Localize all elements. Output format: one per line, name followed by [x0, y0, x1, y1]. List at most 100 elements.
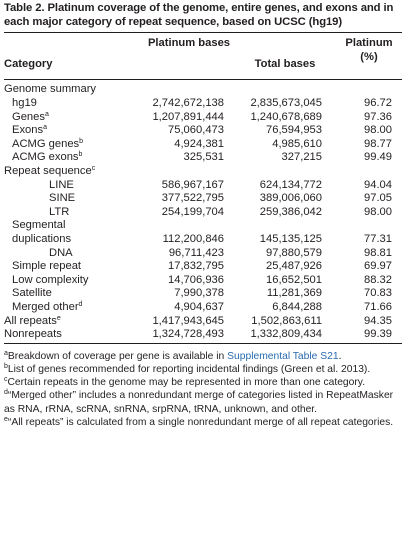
table-title: Platinum coverage of the genome, entire …: [4, 2, 394, 29]
table-body: Genome summary hg19 2,742,672,138 2,835,673…: [4, 83, 402, 341]
row-platinum-bases: 325,531: [183, 151, 224, 164]
row-platinum-pct: 98.77: [364, 137, 392, 150]
header-total-bases: Total bases: [254, 58, 316, 71]
footnote-text: Breakdown of coverage per gene is availa…: [7, 350, 228, 362]
row-platinum-pct: 98.00: [364, 205, 392, 218]
row-category-text: hg19: [12, 97, 37, 109]
supplemental-table-link[interactable]: Supplemental Table S21: [227, 350, 339, 362]
row-category-text: All repeats: [4, 314, 57, 327]
row-category-text: LTR: [49, 205, 70, 218]
row-total-bases: 1,332,809,434: [250, 328, 322, 341]
row-category: ACMG genesb: [12, 138, 83, 152]
table-caption: Table 2. Platinum coverage of the genome…: [4, 1, 402, 29]
row-platinum-pct: 97.36: [364, 110, 392, 123]
row-category-text: Exons: [12, 124, 44, 137]
row-platinum-pct: 71.66: [364, 300, 392, 313]
table-row: ACMG exonsb 325,531 327,215 99.49: [4, 151, 402, 165]
table-row: LTR 254,199,704 259,386,042 98.00: [4, 206, 402, 220]
row-platinum-pct: 99.49: [364, 151, 392, 164]
row-platinum-pct: 98.81: [364, 246, 392, 259]
table-row: Repeat sequencec: [4, 165, 402, 179]
row-total-bases: 4,985,610: [272, 137, 322, 150]
footnote-marker: c: [4, 376, 8, 384]
row-total-bases: 327,215: [281, 151, 322, 164]
table-row: LINE 586,967,167 624,134,772 94.04: [4, 179, 402, 193]
row-platinum-pct: 69.97: [364, 260, 392, 273]
table-row: DNA 96,711,423 97,880,579 98.81: [4, 247, 402, 261]
row-category: Nonrepeats: [4, 328, 62, 342]
row-category: LTR: [49, 206, 69, 220]
row-category-text: Segmental duplications: [12, 219, 72, 245]
row-category-text: Genome summary: [4, 83, 97, 96]
row-platinum-bases: 7,990,378: [174, 287, 224, 300]
footnote-text: Certain repeats in the genome may be rep…: [7, 377, 366, 389]
footnote-marker: a: [44, 110, 49, 118]
table-container: Table 2. Platinum coverage of the genome…: [4, 0, 402, 429]
row-platinum-bases: 75,060,473: [168, 124, 224, 137]
footnote: bList of genes recommended for reporting…: [4, 363, 402, 376]
row-platinum-bases: 96,711,423: [168, 246, 224, 259]
row-platinum-bases: 1,324,728,493: [152, 328, 224, 341]
row-platinum-pct: 96.72: [364, 97, 392, 109]
table-row: All repeatse 1,417,943,645 1,502,863,611 94…: [4, 315, 402, 329]
footnote: aBreakdown of coverage per gene is avail…: [4, 350, 402, 363]
row-total-bases: 97,880,579: [266, 246, 322, 259]
table-label: Table 2.: [4, 2, 45, 14]
row-category: hg19: [12, 97, 37, 111]
table-row: Nonrepeats 1,324,728,493 1,332,809,434 99.3…: [4, 328, 402, 342]
row-total-bases: 145,135,125: [259, 232, 322, 245]
table-header: Category Platinum bases Total bases Plat…: [4, 33, 402, 77]
footnote-marker: d: [78, 300, 83, 308]
table-row: Genome summary: [4, 83, 402, 97]
row-platinum-bases: 586,967,167: [161, 178, 224, 191]
row-platinum-pct: 99.39: [364, 328, 392, 341]
row-platinum-bases: 4,924,381: [174, 137, 224, 150]
footnote-punctuation: .: [338, 350, 342, 362]
footnote-marker: d: [4, 389, 8, 397]
row-category: LINE: [49, 179, 74, 193]
row-total-bases: 16,652,501: [266, 273, 322, 286]
table-row: Simple repeat 17,832,795 25,487,926 69.97: [4, 260, 402, 274]
row-platinum-bases: 254,199,704: [161, 205, 224, 218]
row-category-text: ACMG genes: [12, 137, 80, 150]
bottom-rule: [4, 342, 402, 344]
header-platinum-bases: Platinum bases: [147, 37, 231, 50]
row-category: All repeatse: [4, 315, 61, 329]
row-category: DNA: [49, 247, 73, 261]
row-category: Exonsa: [12, 124, 47, 138]
header-category: Category: [4, 58, 53, 71]
row-category-text: Simple repeat: [12, 260, 82, 273]
row-category-text: Nonrepeats: [4, 328, 62, 341]
table-row: Genesa 1,207,891,444 1,240,678,689 97.36: [4, 111, 402, 125]
row-platinum-pct: 94.04: [364, 178, 392, 191]
row-total-bases: 2,835,673,045: [250, 97, 322, 109]
row-category-text: Satellite: [12, 287, 52, 300]
table-row: Segmental duplications 112,200,846 145,135…: [4, 219, 402, 246]
row-total-bases: 259,386,042: [259, 205, 322, 218]
row-total-bases: 1,240,678,689: [250, 110, 322, 123]
row-category-text: DNA: [49, 246, 73, 259]
row-total-bases: 1,502,863,611: [251, 314, 322, 327]
row-platinum-bases: 377,522,795: [161, 192, 224, 205]
row-category-text: ACMG exons: [12, 151, 79, 164]
row-category-text: Repeat sequence: [4, 164, 92, 177]
row-total-bases: 76,594,953: [266, 124, 322, 137]
row-platinum-pct: 70.83: [364, 287, 392, 300]
footnote-marker: c: [91, 164, 96, 172]
footnote-marker: b: [79, 137, 84, 145]
row-category: Genome summary: [4, 83, 96, 97]
row-platinum-pct: 88.32: [364, 273, 392, 286]
footnote: cCertain repeats in the genome may be re…: [4, 376, 402, 389]
footnote-marker: b: [78, 151, 83, 159]
footnote-marker: e: [56, 314, 61, 322]
table-row: ACMG genesb 4,924,381 4,985,610 98.77: [4, 138, 402, 152]
row-platinum-bases: 17,832,795: [168, 260, 224, 273]
footnote-marker: a: [4, 349, 8, 357]
row-total-bases: 389,006,060: [259, 192, 322, 205]
row-platinum-pct: 77.31: [364, 232, 392, 245]
table-row: Low complexity 14,706,936 16,652,501 88.32: [4, 274, 402, 288]
row-category: Low complexity: [12, 274, 88, 288]
row-category: ACMG exonsb: [12, 151, 82, 165]
top-rule: [4, 32, 402, 34]
row-platinum-bases: 1,207,891,444: [152, 110, 224, 123]
